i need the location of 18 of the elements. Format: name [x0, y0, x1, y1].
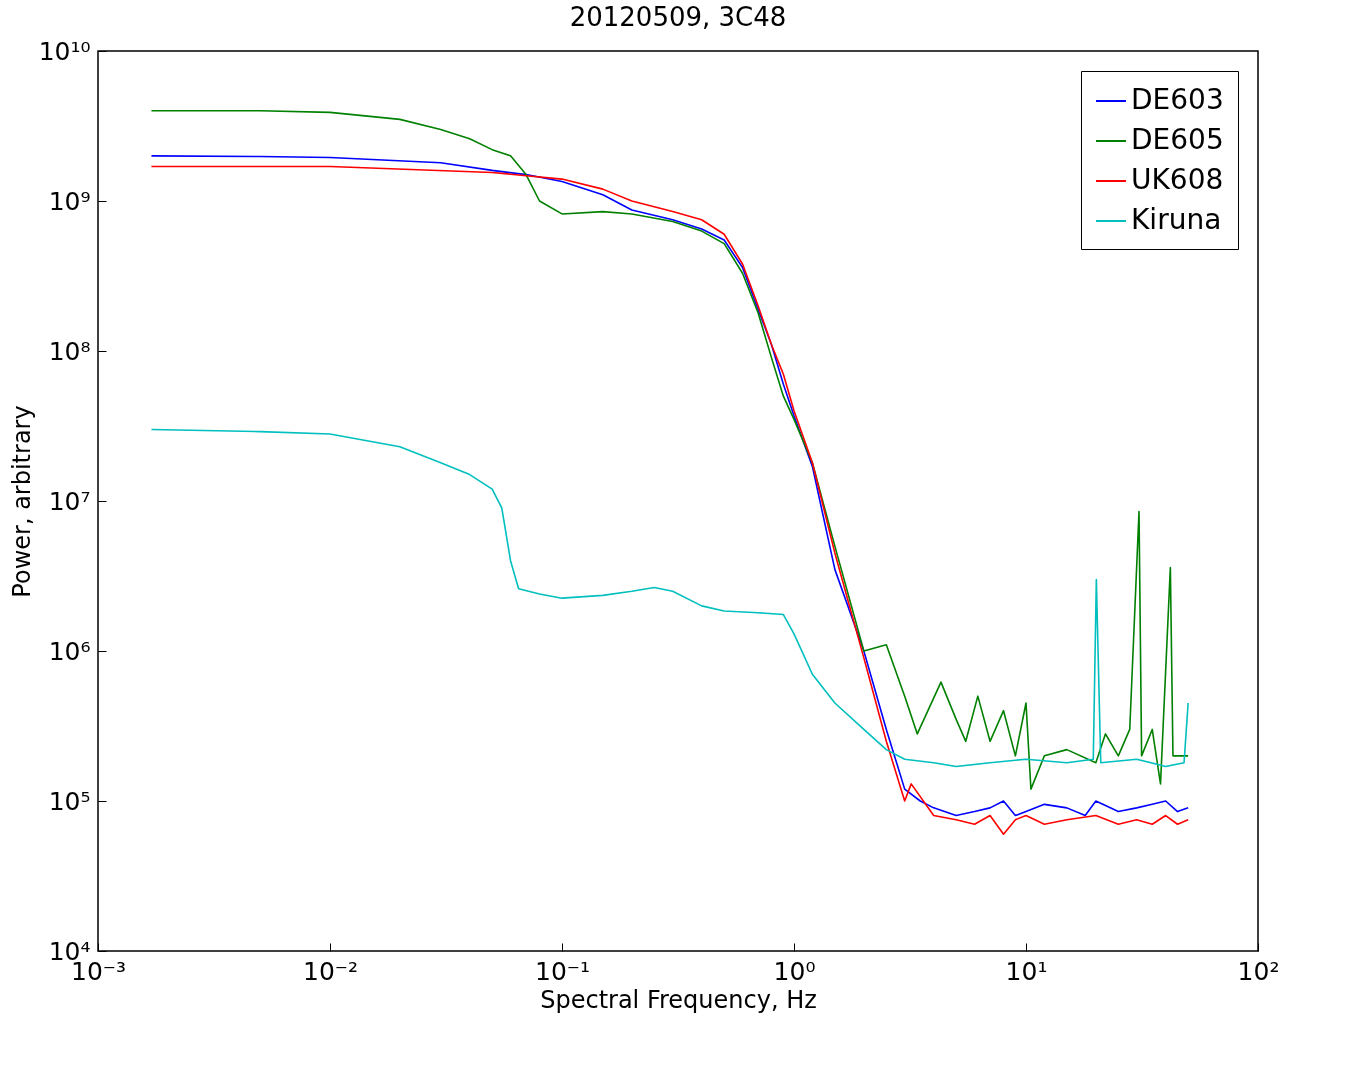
y-axis-title: Power, arbitrary	[7, 405, 36, 598]
y-tick-label: 10⁹	[48, 186, 91, 216]
legend-label: DE605	[1131, 123, 1224, 156]
legend-label: DE603	[1131, 83, 1224, 116]
chart-title: 20120509, 3C48	[569, 2, 787, 32]
legend-label: UK608	[1131, 163, 1224, 196]
x-axis-title: Spectral Frequency, Hz	[540, 985, 817, 1014]
y-tick-label: 10¹⁰	[38, 36, 91, 66]
x-tick-label: 10¹	[1005, 956, 1048, 986]
x-tick-label: 10⁻¹	[534, 956, 591, 986]
y-tick-label: 10⁷	[48, 486, 91, 516]
x-tick-label: 10⁰	[773, 956, 816, 986]
y-tick-label: 10⁸	[48, 336, 91, 366]
y-tick-label: 10⁶	[48, 636, 91, 666]
x-tick-label: 10²	[1237, 956, 1280, 986]
x-tick-label: 10⁻²	[302, 956, 359, 986]
y-tick-label: 10⁵	[48, 786, 91, 816]
legend-label: Kiruna	[1131, 203, 1222, 236]
